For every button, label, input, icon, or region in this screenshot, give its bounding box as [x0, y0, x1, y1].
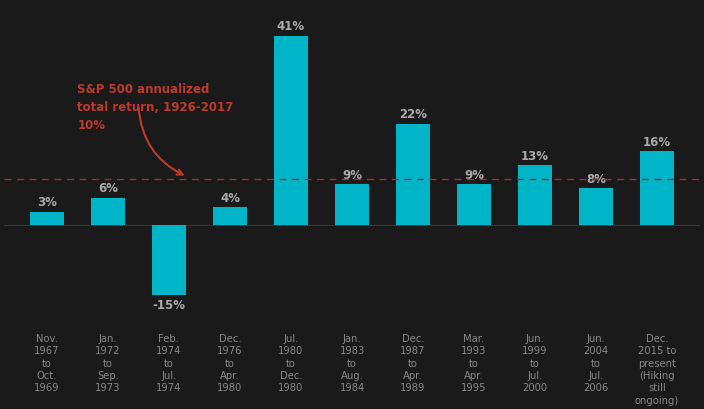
Text: S&P 500 annualized
total return, 1926-2017
10%: S&P 500 annualized total return, 1926-20…: [77, 83, 234, 132]
Text: 16%: 16%: [643, 136, 671, 149]
Bar: [335, 184, 369, 226]
Bar: [396, 124, 430, 226]
Text: 4%: 4%: [220, 191, 240, 204]
Text: 13%: 13%: [521, 150, 549, 163]
Text: 22%: 22%: [399, 108, 427, 121]
Bar: [213, 207, 246, 226]
Text: 3%: 3%: [37, 196, 57, 209]
Text: 9%: 9%: [342, 168, 362, 181]
Text: 41%: 41%: [277, 20, 305, 33]
Bar: [518, 166, 552, 226]
Text: 8%: 8%: [586, 173, 606, 186]
Bar: [579, 189, 613, 226]
Bar: [91, 198, 125, 226]
Text: -15%: -15%: [153, 299, 185, 311]
Bar: [274, 36, 308, 226]
Bar: [30, 212, 63, 226]
Text: 6%: 6%: [98, 182, 118, 195]
Bar: [458, 184, 491, 226]
Bar: [152, 226, 186, 295]
Bar: [641, 152, 674, 226]
Text: 9%: 9%: [464, 168, 484, 181]
